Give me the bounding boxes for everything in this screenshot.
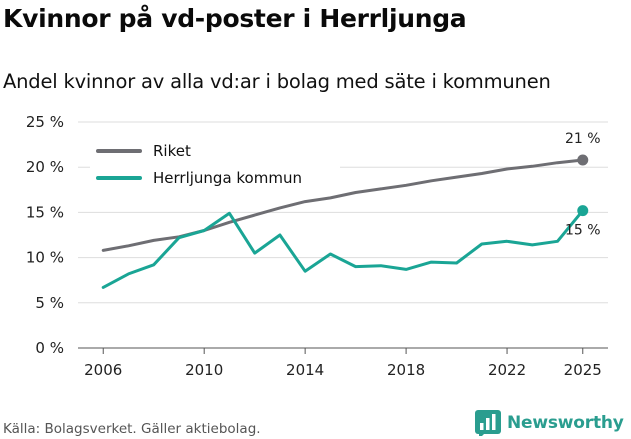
source-note: Källa: Bolagsverket. Gäller aktiebolag.	[3, 421, 261, 437]
y-tick-label: 0 %	[35, 339, 64, 357]
x-tick-label: 2025	[564, 361, 602, 379]
x-tick-label: 2014	[286, 361, 324, 379]
y-tick-label: 15 %	[26, 203, 64, 221]
data-labels: 21 % 15 %	[565, 131, 601, 239]
legend: Riket Herrljunga kommun	[90, 136, 340, 194]
x-tick-label: 2006	[84, 361, 122, 379]
x-tick-label: 2010	[185, 361, 223, 379]
x-tick-label: 2022	[488, 361, 526, 379]
series-line-kommun	[101, 209, 585, 289]
y-tick-label: 20 %	[26, 158, 64, 176]
series-end-label: 21 %	[565, 131, 601, 147]
series-end-point	[577, 154, 589, 166]
newsworthy-logo-icon	[475, 410, 501, 436]
series-lines	[101, 154, 589, 289]
y-tick-label: 25 %	[26, 113, 64, 131]
brand-name: Newsworthy	[507, 413, 624, 433]
legend-background	[90, 136, 340, 194]
series-end-point	[577, 205, 589, 217]
series-end-label: 15 %	[565, 223, 601, 239]
chart-subtitle: Andel kvinnor av alla vd:ar i bolag med …	[3, 70, 551, 93]
axes: 0 % 5 % 10 % 15 % 20 % 25 % 2006 2010 2014 2018 20…	[26, 113, 602, 379]
legend-label: Herrljunga kommun	[153, 169, 302, 187]
brand-logo: Newsworthy	[475, 409, 624, 437]
chart-title: Kvinnor på vd-poster i Herrljunga	[3, 4, 467, 33]
y-tick-label: 5 %	[35, 294, 64, 312]
y-tick-label: 10 %	[26, 249, 64, 267]
x-tick-label: 2018	[387, 361, 425, 379]
legend-label: Riket	[153, 142, 191, 160]
